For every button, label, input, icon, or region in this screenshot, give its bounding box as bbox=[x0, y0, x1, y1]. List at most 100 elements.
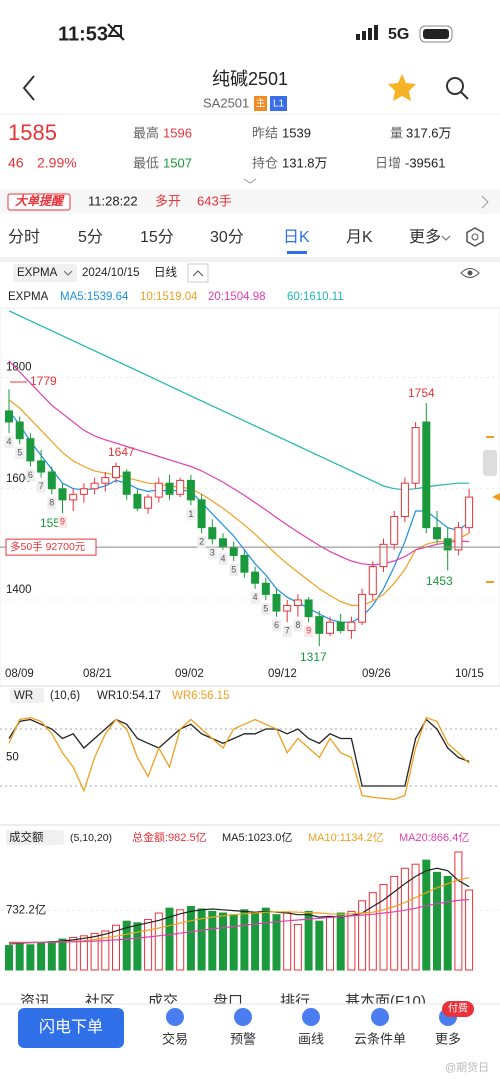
candle-body bbox=[154, 482, 163, 498]
candle-body bbox=[368, 566, 377, 595]
volume-bar bbox=[422, 859, 431, 971]
search-icon[interactable] bbox=[446, 77, 464, 95]
field-value: -39561 bbox=[405, 155, 445, 170]
price-annotation: 1317 bbox=[300, 650, 327, 664]
sequence-marker: 4 bbox=[253, 592, 258, 602]
expand[interactable] bbox=[243, 178, 257, 184]
indicator-select[interactable] bbox=[10, 688, 44, 703]
period-tab[interactable]: 日K bbox=[283, 229, 310, 246]
signal-icon bbox=[356, 25, 378, 40]
nav-label[interactable]: 更多 bbox=[435, 1031, 461, 1046]
back-button[interactable] bbox=[22, 75, 35, 101]
sequence-marker: 4 bbox=[220, 553, 225, 563]
sequence-marker-bg bbox=[47, 497, 57, 510]
volume-bar bbox=[37, 942, 46, 971]
alert-more[interactable] bbox=[481, 195, 489, 209]
candle-body bbox=[240, 554, 249, 573]
volume-bar bbox=[454, 851, 463, 971]
volume-bar bbox=[315, 920, 324, 971]
volume-bar bbox=[79, 935, 88, 971]
wr-line bbox=[8, 718, 470, 787]
volume-bar bbox=[58, 938, 67, 971]
sequence-marker: 7 bbox=[285, 626, 290, 636]
field-label: 最低 bbox=[133, 155, 159, 170]
sequence-marker-bg bbox=[15, 447, 25, 460]
sequence-marker-bg bbox=[282, 625, 292, 638]
candle-body bbox=[5, 410, 13, 423]
price-annotation: 1453 bbox=[426, 574, 453, 588]
candle-body bbox=[379, 543, 388, 568]
eye-icon[interactable] bbox=[460, 268, 480, 278]
tab-underline bbox=[287, 251, 307, 254]
y-tick-label: 1600 bbox=[6, 473, 32, 485]
indicator-select[interactable] bbox=[6, 830, 64, 845]
legend-item: MA5:1539.64 bbox=[60, 291, 129, 303]
settings-icon[interactable] bbox=[466, 227, 484, 247]
x-tick-label: 08/21 bbox=[83, 668, 112, 680]
sequence-marker: 5 bbox=[17, 448, 22, 458]
candle-body bbox=[208, 527, 217, 540]
candle-body bbox=[47, 471, 56, 490]
period-tab[interactable]: 30分 bbox=[210, 228, 244, 246]
sequence-marker-bg bbox=[304, 625, 314, 638]
nav-icon[interactable] bbox=[166, 1008, 184, 1026]
sequence-marker-bg bbox=[207, 547, 217, 560]
nav-label[interactable]: 画线 bbox=[298, 1031, 324, 1046]
legend-item: MA5:1023.0亿 bbox=[222, 831, 292, 844]
alert-bar bbox=[0, 190, 500, 214]
nav-icon[interactable] bbox=[371, 1008, 389, 1026]
legend-item: WR10:54.17 bbox=[97, 690, 161, 702]
period-tab[interactable]: 月K bbox=[346, 229, 373, 246]
candle-body bbox=[15, 421, 24, 440]
ma-line bbox=[8, 399, 470, 607]
indicator-select[interactable] bbox=[13, 264, 77, 282]
candle-body bbox=[79, 488, 88, 495]
x-tick-label: 08/09 bbox=[5, 668, 34, 680]
nav-label[interactable]: 云条件单 bbox=[354, 1031, 406, 1046]
field-value: 131.8万 bbox=[282, 155, 328, 170]
candle-body bbox=[176, 479, 185, 495]
field-label: 日增 bbox=[375, 155, 401, 170]
candle-body bbox=[358, 593, 367, 623]
legend-item: 10:1519.04 bbox=[140, 291, 198, 303]
position-tag-bg bbox=[5, 538, 97, 556]
volume-bar bbox=[229, 914, 238, 971]
sequence-marker: 5 bbox=[263, 603, 268, 613]
nav-label[interactable]: 交易 bbox=[162, 1031, 188, 1046]
legend-item: 60:1610.11 bbox=[287, 291, 344, 303]
period-tab[interactable]: 更多 bbox=[409, 228, 441, 246]
candle-body bbox=[165, 482, 174, 495]
sequence-marker: 6 bbox=[274, 620, 279, 630]
alert-time: 11:28:22 bbox=[88, 193, 138, 208]
collapse[interactable] bbox=[187, 263, 209, 283]
candle-body bbox=[122, 471, 131, 495]
volume-bar bbox=[186, 906, 195, 971]
period-tab[interactable]: 分时 bbox=[8, 228, 40, 246]
volume-bar bbox=[240, 909, 249, 971]
network: 5G bbox=[388, 26, 409, 43]
alert-action: 多开 bbox=[155, 193, 181, 208]
candle-body bbox=[347, 621, 356, 632]
nav-icon[interactable] bbox=[302, 1008, 320, 1026]
period-tab[interactable]: 5分 bbox=[78, 228, 103, 246]
volume-bar bbox=[112, 924, 120, 971]
sequence-marker-bg bbox=[272, 619, 281, 632]
legend-item: MA10:1134.2亿 bbox=[308, 831, 384, 844]
ma-line bbox=[8, 360, 470, 566]
alert-tag-bg bbox=[7, 193, 71, 211]
period-tab[interactable]: 15分 bbox=[140, 228, 174, 246]
candle-body bbox=[133, 493, 142, 509]
volume-bar bbox=[15, 943, 24, 971]
nav-icon[interactable] bbox=[234, 1008, 252, 1026]
favorite-star[interactable] bbox=[388, 74, 416, 101]
sequence-marker: 8 bbox=[49, 498, 54, 508]
candle-body bbox=[261, 582, 270, 595]
volume-params: (5,10,20) bbox=[70, 832, 112, 844]
candle-body bbox=[465, 496, 474, 529]
candle-body bbox=[69, 493, 78, 501]
nav-label[interactable]: 预警 bbox=[230, 1031, 256, 1046]
field-value: 1539 bbox=[282, 125, 311, 140]
side-handle[interactable] bbox=[483, 450, 497, 476]
quick-order-button[interactable] bbox=[18, 1008, 124, 1048]
period: 日线 bbox=[154, 265, 177, 279]
